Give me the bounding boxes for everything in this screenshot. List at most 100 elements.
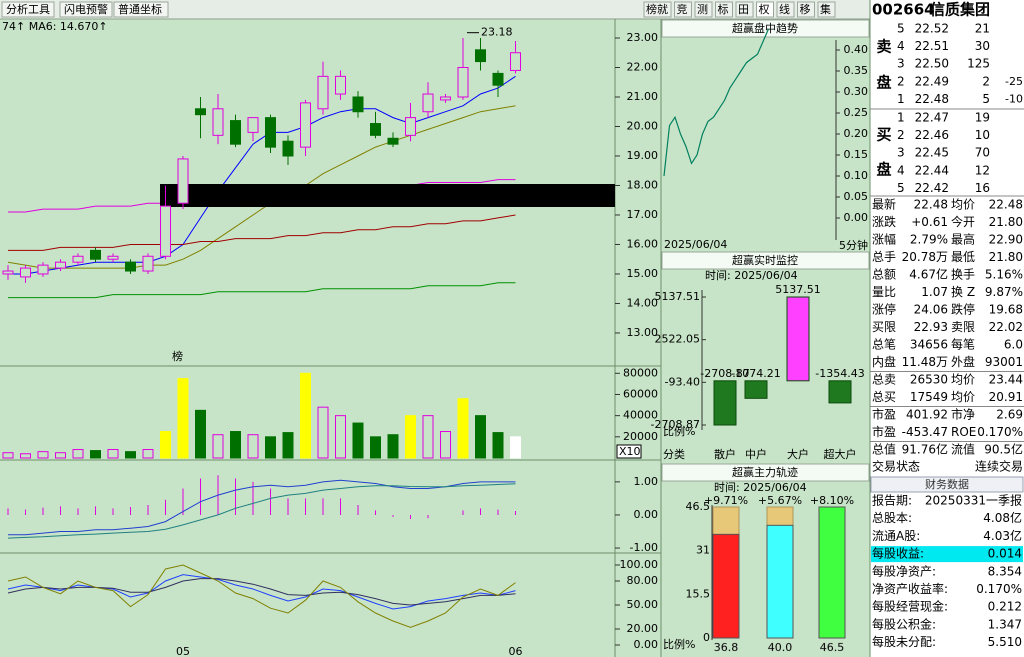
finance-label: 报告期: [872, 493, 912, 508]
y-tick-label: 17.00 [627, 208, 659, 221]
tool-label[interactable]: 线 [779, 2, 790, 16]
tool-label[interactable]: 榜就 [646, 2, 668, 16]
book-level: 3 [897, 146, 905, 160]
volume-bar [247, 434, 259, 459]
finance-label: 总股本: [872, 511, 912, 525]
monitor-category: 中户 [745, 447, 767, 461]
stat-label: 每笔 [951, 337, 975, 352]
y-tick-label: 0.30 [844, 85, 869, 98]
finance-label: 每股未分配: [872, 634, 936, 649]
candle-body [370, 123, 381, 136]
stat-value: 5.16% [985, 268, 1023, 282]
tool-button[interactable] [715, 1, 733, 18]
finance-highlight [871, 546, 1023, 563]
tool-button[interactable] [735, 1, 754, 18]
stat-label: 量比 [872, 285, 896, 299]
volume-bar [387, 434, 399, 459]
volume-bar [20, 453, 31, 459]
tool-button[interactable] [797, 1, 815, 18]
toolbar-button-label[interactable]: 分析工具 [6, 2, 50, 16]
volume-bar [125, 451, 136, 459]
stat-value: 2.79% [910, 233, 948, 247]
stat-value: 9.87% [985, 285, 1023, 299]
trend-date: 2025/06/04 [664, 238, 727, 251]
tool-label[interactable]: 标 [718, 2, 729, 16]
stat-value: 17549 [910, 390, 948, 404]
tool-button[interactable] [776, 1, 795, 18]
stat-label: 买限 [872, 320, 896, 334]
book-volume: 12 [975, 163, 990, 177]
stat-value: 93001 [985, 355, 1023, 369]
tool-button[interactable] [674, 1, 692, 18]
tool-label[interactable]: 竞 [677, 2, 688, 16]
y-tick-label: 100.00 [620, 558, 659, 571]
finance-value: 0.014 [988, 547, 1022, 561]
book-price: 22.45 [915, 146, 949, 160]
tool-label[interactable]: 田 [738, 3, 749, 16]
finance-value: 1.347 [988, 617, 1022, 631]
stat-value: 22.93 [914, 320, 948, 334]
stat-value: 401.92 [906, 408, 948, 422]
monitor-bar [828, 380, 852, 404]
tool-button[interactable] [756, 1, 774, 18]
stat-label: 均价 [951, 373, 975, 387]
volume-bar [422, 415, 434, 459]
track-value-label: 40.0 [768, 641, 793, 654]
stat-label: 涨幅 [872, 232, 896, 247]
stat-value: 1.07 [921, 285, 948, 299]
volume-bar [510, 436, 521, 459]
tool-button[interactable] [817, 1, 836, 18]
y-tick-label: 20.00 [627, 119, 659, 132]
toolbar-button-label[interactable]: 普通坐标 [118, 2, 162, 16]
monitor-value-label: -1074.21 [731, 367, 780, 380]
candle-body [230, 120, 241, 145]
stat-value: 2.69 [996, 408, 1023, 422]
book-side-label: 买 [876, 126, 891, 144]
candle-body [177, 158, 189, 204]
y-tick-label: 13.00 [627, 326, 659, 339]
stat-label: 总买 [872, 390, 896, 404]
monitor-value-label: -1354.43 [815, 367, 864, 380]
stat-value: 23.44 [989, 373, 1023, 387]
book-price: 22.47 [915, 111, 949, 125]
track-bar [818, 506, 846, 639]
tool-label[interactable]: 集 [820, 2, 831, 16]
book-level: 1 [897, 111, 905, 125]
stat-value: 26530 [910, 373, 948, 387]
book-price: 22.46 [915, 128, 949, 142]
monitor-time: 时间: 2025/06/04 [705, 269, 798, 282]
stat-label: 换 Z [951, 285, 975, 299]
panel-title: 超赢盘中趋势 [732, 21, 798, 35]
tool-button[interactable] [643, 1, 672, 18]
trend-period: 5分钟 [839, 238, 868, 252]
monitor-bar [713, 380, 737, 426]
candle-body [142, 255, 154, 272]
toolbar-button[interactable] [113, 1, 169, 18]
y-tick-label: 0.35 [844, 64, 869, 77]
candle-body [125, 261, 136, 272]
candle-body [2, 270, 14, 275]
y-tick-label: 0.05 [844, 190, 869, 203]
book-price: 22.49 [915, 74, 949, 88]
toolbar-button[interactable] [1, 1, 55, 18]
finance-value: 4.03亿 [983, 528, 1022, 543]
tool-label[interactable]: 权 [759, 3, 770, 16]
macd-line [7, 483, 516, 539]
tool-button[interactable] [694, 1, 713, 18]
y-tick-label: -2708.87 [651, 418, 700, 431]
tool-label[interactable]: 测 [697, 3, 708, 16]
candle-body [265, 117, 276, 148]
candle-body [335, 75, 346, 95]
stat-value: -453.47 [902, 425, 948, 439]
band-label: 11:29-10:00 [545, 182, 612, 195]
stock-code: 002664 [872, 1, 935, 19]
stat-label: 总手 [872, 250, 896, 264]
toolbar-button-label[interactable]: 闪电预警 [64, 2, 108, 16]
toolbar-button[interactable] [59, 1, 113, 18]
volume-bar [405, 415, 416, 459]
tool-label[interactable]: 移 [800, 3, 811, 16]
book-volume: 30 [975, 39, 990, 53]
candle-body [387, 137, 399, 145]
book-volume: 10 [975, 128, 990, 142]
